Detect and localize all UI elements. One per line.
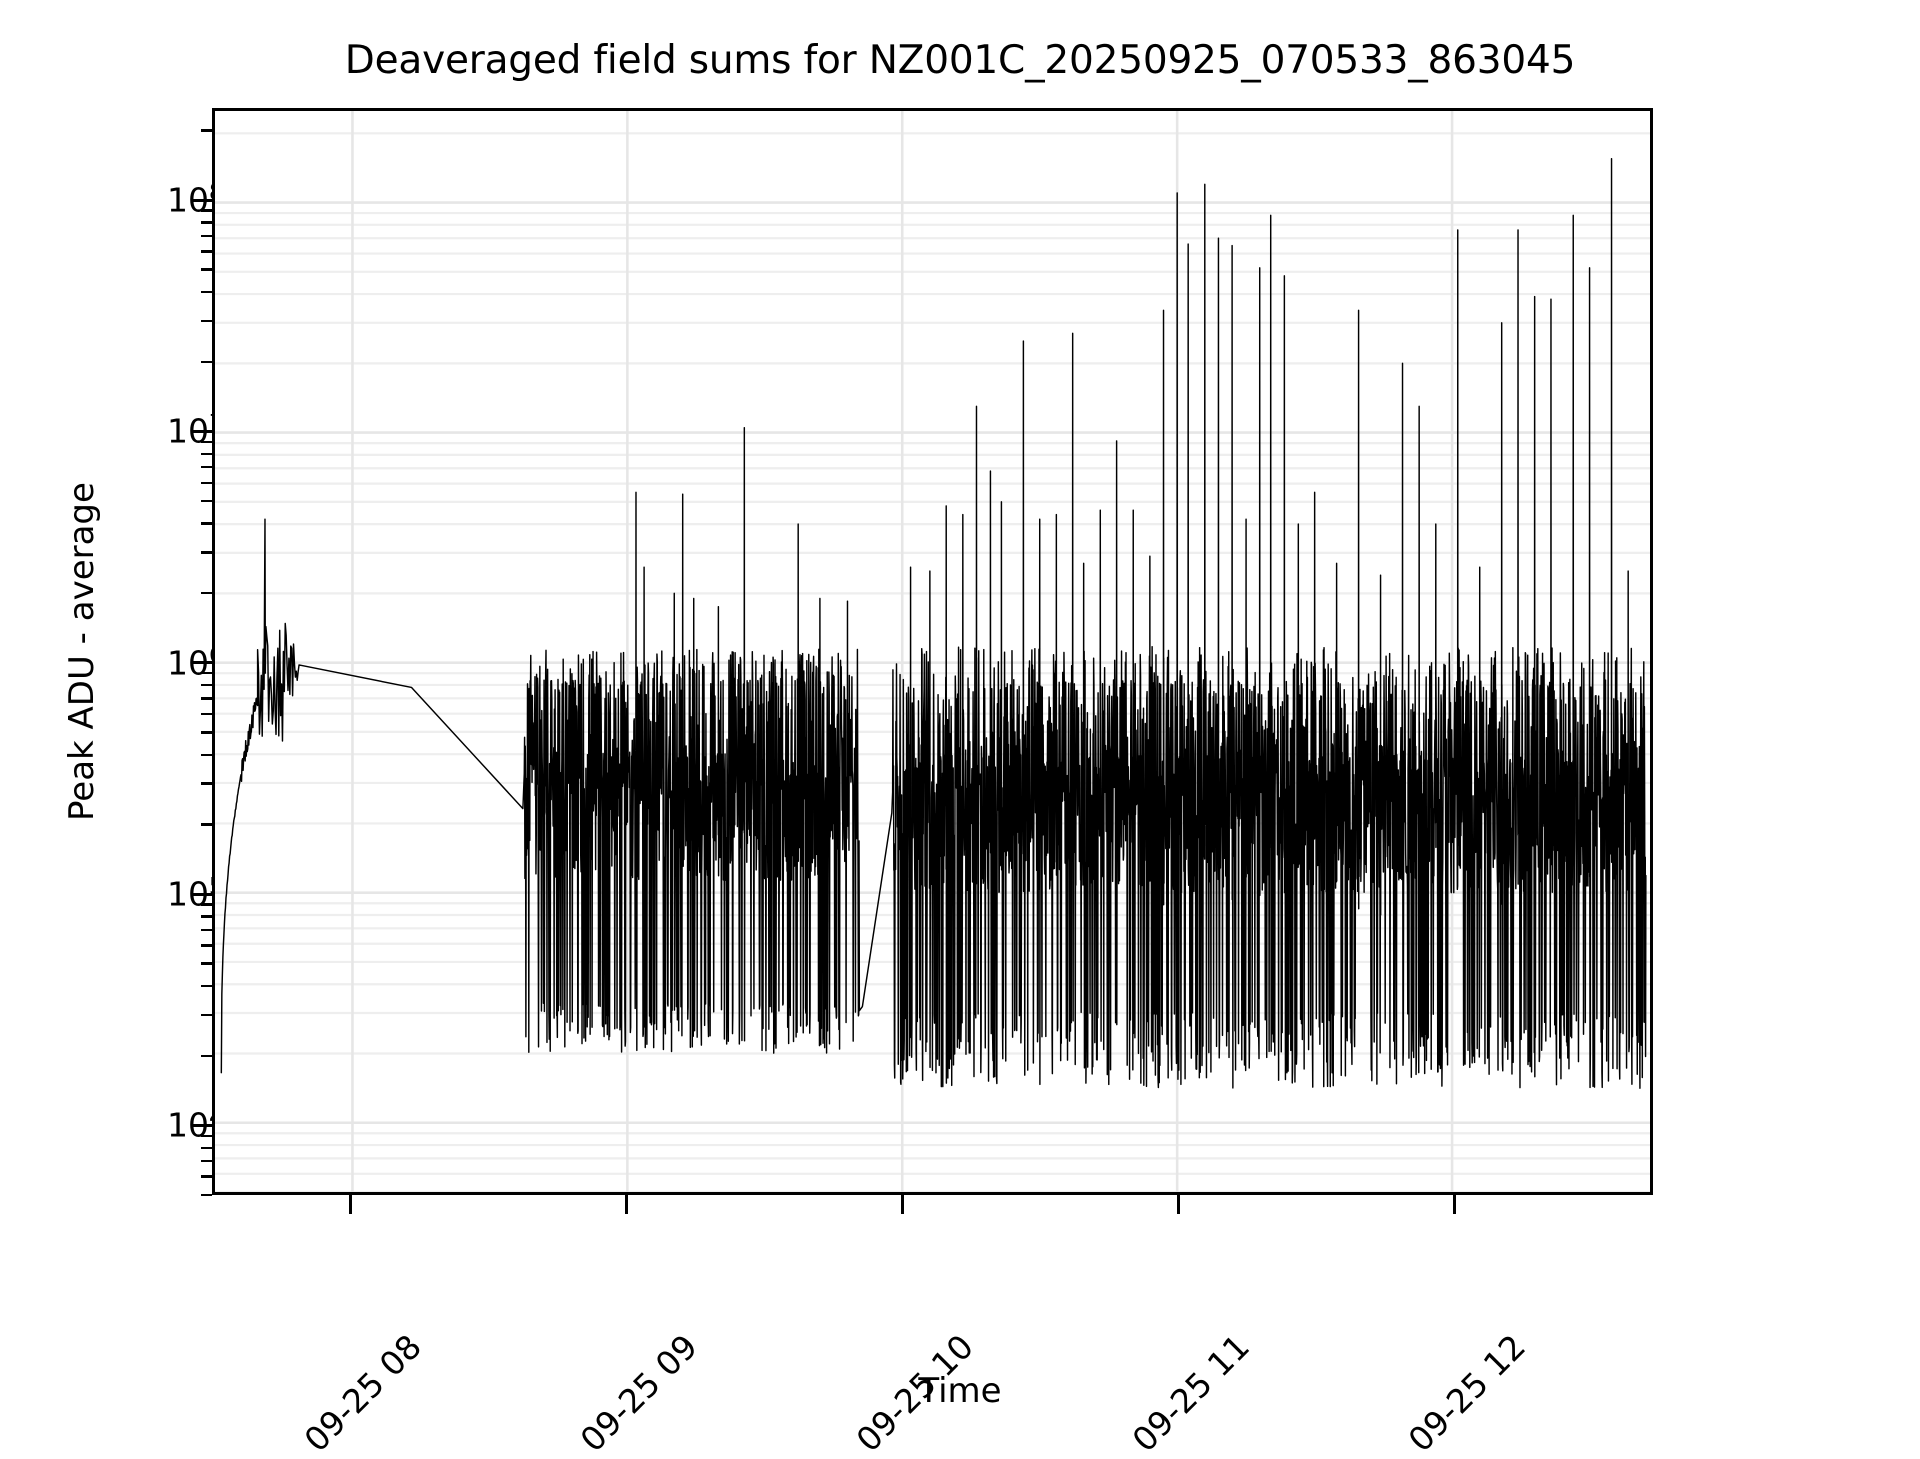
y-axis-minor-tick bbox=[201, 591, 212, 595]
data-series-line bbox=[215, 111, 1650, 1192]
y-axis-minor-tick bbox=[201, 928, 212, 932]
y-axis-minor-tick bbox=[201, 481, 212, 484]
y-axis-minor-tick bbox=[201, 731, 212, 734]
y-axis-minor-tick bbox=[201, 360, 212, 363]
x-axis-major-tick bbox=[900, 1195, 904, 1214]
y-axis-minor-tick bbox=[201, 440, 212, 444]
x-axis-major-tick bbox=[1452, 1195, 1456, 1214]
y-axis-minor-tick bbox=[201, 1134, 212, 1138]
y-axis-minor-tick bbox=[201, 672, 212, 675]
y-axis-minor-tick bbox=[201, 319, 212, 323]
y-axis-major-tick bbox=[193, 892, 212, 896]
y-axis-minor-tick bbox=[201, 221, 212, 224]
y-axis-minor-tick bbox=[201, 551, 212, 554]
x-axis-major-tick bbox=[348, 1195, 352, 1214]
y-axis-minor-tick bbox=[201, 683, 212, 687]
y-axis-minor-tick bbox=[201, 1146, 212, 1149]
x-axis-major-tick bbox=[624, 1195, 628, 1214]
y-axis-minor-tick bbox=[201, 1159, 212, 1163]
y-axis-minor-tick bbox=[201, 903, 212, 906]
y-axis-minor-tick bbox=[201, 782, 212, 785]
y-axis-minor-tick bbox=[201, 1193, 212, 1197]
y-axis-major-tick bbox=[193, 1123, 212, 1127]
y-axis-major-tick bbox=[193, 429, 212, 433]
x-axis-label: Time bbox=[918, 1371, 1002, 1411]
y-axis-minor-tick bbox=[201, 234, 212, 238]
chart-title: Deaveraged field sums for NZ001C_2025092… bbox=[344, 38, 1576, 83]
y-axis-minor-tick bbox=[201, 452, 212, 455]
y-axis-minor-tick bbox=[201, 209, 212, 212]
y-axis-minor-tick bbox=[201, 697, 212, 700]
y-axis-minor-tick bbox=[201, 1175, 212, 1178]
y-axis-major-tick bbox=[193, 661, 212, 665]
y-axis-minor-tick bbox=[201, 522, 212, 525]
y-axis-minor-tick bbox=[201, 499, 212, 503]
y-axis-minor-tick bbox=[201, 129, 212, 132]
y-axis-minor-tick bbox=[201, 753, 212, 756]
plot-clip-region bbox=[215, 111, 1650, 1192]
y-axis-minor-tick bbox=[201, 962, 212, 965]
y-axis-minor-tick bbox=[201, 712, 212, 716]
y-axis-label: Peak ADU - average bbox=[62, 482, 102, 821]
x-axis-major-tick bbox=[1176, 1195, 1180, 1214]
y-axis-minor-tick bbox=[201, 1013, 212, 1017]
y-axis-minor-tick bbox=[201, 466, 212, 469]
y-axis-minor-tick bbox=[201, 1054, 212, 1057]
y-axis-major-tick bbox=[193, 198, 212, 202]
y-axis-minor-tick bbox=[201, 268, 212, 271]
plot-area bbox=[212, 108, 1653, 1195]
y-axis-minor-tick bbox=[201, 823, 212, 826]
y-axis-minor-tick bbox=[201, 915, 212, 918]
series-path bbox=[221, 159, 1646, 1088]
y-axis-minor-tick bbox=[201, 250, 212, 253]
y-axis-minor-tick bbox=[201, 944, 212, 947]
y-axis-minor-tick bbox=[201, 290, 212, 294]
y-axis-minor-tick bbox=[201, 984, 212, 988]
